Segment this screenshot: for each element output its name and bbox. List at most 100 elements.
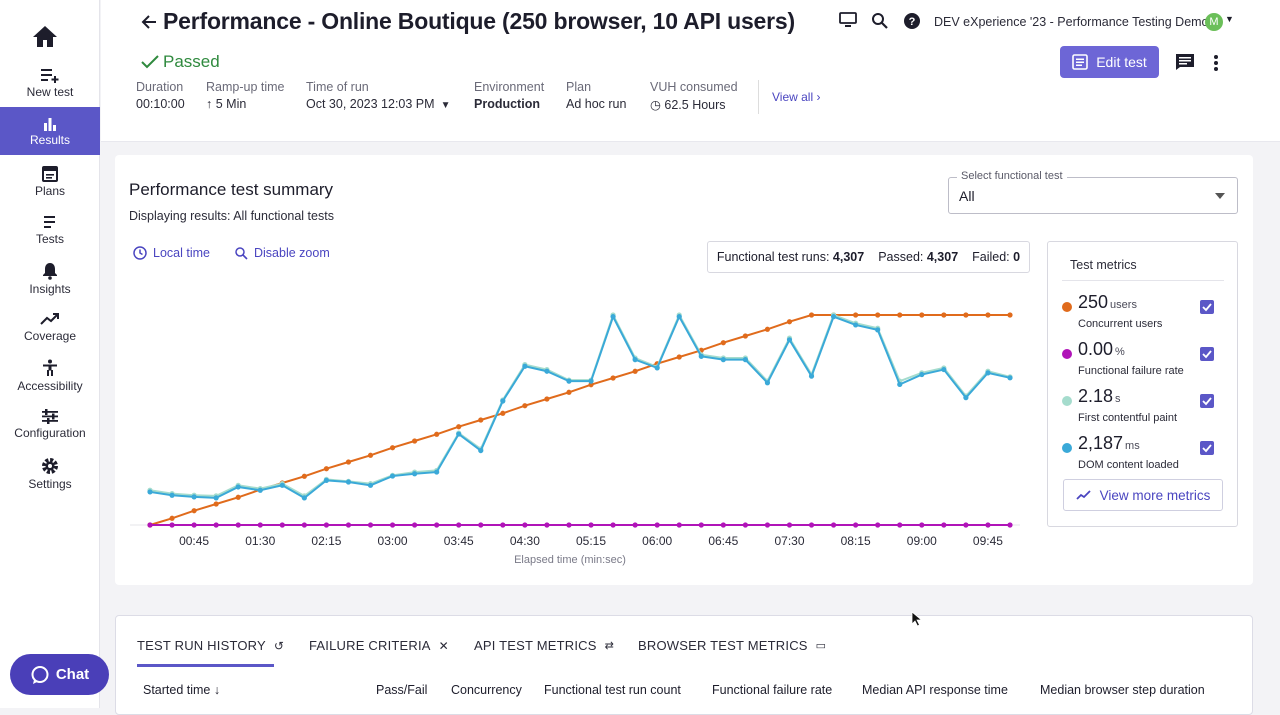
data-point[interactable] [875,327,881,333]
data-point[interactable] [279,482,285,488]
data-point[interactable] [566,389,572,395]
data-point[interactable] [367,482,374,488]
data-point[interactable] [654,522,660,528]
data-point[interactable] [830,314,837,320]
data-point[interactable] [919,371,925,378]
data-point[interactable] [345,522,352,528]
data-point[interactable] [544,522,550,528]
data-point[interactable] [698,522,704,528]
data-point[interactable] [588,382,594,388]
data-point[interactable] [213,495,219,501]
column-pass-fail[interactable]: Pass/Fail [376,683,428,697]
data-point[interactable] [191,494,197,500]
data-point[interactable] [588,522,594,528]
data-point[interactable] [279,522,285,528]
data-point[interactable] [985,312,991,318]
series-line[interactable] [149,314,1011,500]
data-point[interactable] [367,522,374,528]
view-more-metrics-button[interactable]: View more metrics [1063,479,1223,511]
data-point[interactable] [257,487,263,493]
nav-new-test[interactable]: New test [0,67,100,115]
tab-failure-criteria[interactable]: FAILURE CRITERIA ✕ [309,638,449,653]
home-icon[interactable] [32,24,60,50]
data-point[interactable] [500,410,506,416]
data-point[interactable] [301,495,307,501]
data-point[interactable] [478,447,484,454]
tab-test-run-history[interactable]: TEST RUN HISTORY ↺ [137,638,284,653]
checkbox[interactable] [1200,300,1214,314]
data-point[interactable] [985,370,991,376]
data-point[interactable] [742,333,748,339]
data-point[interactable] [566,522,572,528]
data-point[interactable] [544,396,550,402]
monitor-icon[interactable] [839,12,857,33]
series-line[interactable] [149,314,1010,526]
data-point[interactable] [412,438,418,444]
data-point[interactable] [566,378,572,384]
data-point[interactable] [389,473,396,479]
data-point[interactable] [830,522,837,528]
data-point[interactable] [500,398,506,404]
data-point[interactable] [434,522,440,528]
data-point[interactable] [412,471,418,477]
data-point[interactable] [720,522,726,528]
nav-results[interactable]: Results [0,107,100,155]
data-point[interactable] [808,312,815,318]
help-icon[interactable]: ? [903,12,921,35]
data-point[interactable] [676,354,682,360]
data-point[interactable] [963,395,969,401]
meta-time-of-run[interactable]: Time of run Oct 30, 2023 12:03 PM ▼ [306,80,450,111]
more-vertical-icon[interactable] [1213,54,1219,77]
data-point[interactable] [367,452,374,458]
checkbox[interactable] [1200,394,1214,408]
data-point[interactable] [676,314,682,320]
data-point[interactable] [897,312,903,318]
column-started-time[interactable]: Started time ↓ [143,683,220,697]
data-point[interactable] [610,522,616,528]
data-point[interactable] [897,522,903,528]
column-run-count[interactable]: Functional test run count [544,683,681,697]
data-point[interactable] [478,417,484,423]
comment-icon[interactable] [1175,53,1195,76]
data-point[interactable] [412,522,418,528]
column-failure-rate[interactable]: Functional failure rate [712,683,833,697]
data-point[interactable] [478,522,484,528]
data-point[interactable] [191,522,197,528]
data-point[interactable] [456,424,462,430]
data-point[interactable] [698,353,704,359]
data-point[interactable] [301,522,307,528]
nav-insights[interactable]: Insights [0,262,100,310]
data-point[interactable] [434,431,440,437]
data-point[interactable] [544,368,550,374]
data-point[interactable] [720,340,726,346]
avatar[interactable]: M [1205,13,1223,31]
data-point[interactable] [963,522,969,528]
data-point[interactable] [941,366,947,373]
data-point[interactable] [919,522,925,528]
data-point[interactable] [235,522,241,528]
data-point[interactable] [875,522,881,528]
data-point[interactable] [345,479,352,485]
data-point[interactable] [500,522,506,528]
performance-chart[interactable]: 00:45 01:30 02:15 03:00 03:45 04:30 05:15 06:00… [115,290,1025,570]
data-point[interactable] [301,473,307,479]
nav-coverage[interactable]: Coverage [0,311,100,359]
data-point[interactable] [941,312,947,318]
data-point[interactable] [1007,522,1013,528]
data-point[interactable] [191,508,197,514]
view-all-link[interactable]: View all › [772,90,820,104]
data-point[interactable] [456,431,462,437]
data-point[interactable] [941,522,947,528]
data-point[interactable] [169,515,175,521]
data-point[interactable] [1007,312,1013,318]
data-point[interactable] [632,357,638,363]
tab-api-test-metrics[interactable]: API TEST METRICS ⇄ [474,638,614,653]
data-point[interactable] [389,445,396,451]
data-point[interactable] [147,522,153,528]
data-point[interactable] [257,522,263,528]
data-point[interactable] [808,373,815,379]
local-time-toggle[interactable]: Local time [133,246,210,260]
data-point[interactable] [875,312,881,318]
data-point[interactable] [764,326,771,332]
data-point[interactable] [235,484,241,490]
